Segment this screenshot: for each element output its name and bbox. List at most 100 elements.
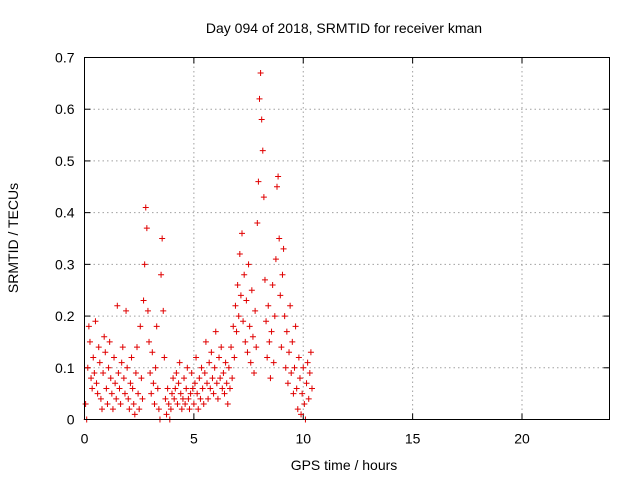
data-point — [128, 354, 135, 361]
data-point — [254, 219, 261, 226]
data-point — [287, 302, 294, 309]
grid-lines — [84, 57, 610, 420]
data-point — [201, 369, 208, 376]
data-point — [272, 256, 279, 263]
data-point — [263, 318, 270, 325]
data-point — [293, 385, 300, 392]
y-tick-label: 0.7 — [55, 50, 75, 66]
data-point — [96, 359, 103, 366]
data-point — [275, 173, 282, 180]
data-point — [97, 395, 104, 402]
data-point — [179, 395, 186, 402]
data-point — [265, 302, 272, 309]
data-point — [150, 380, 157, 387]
data-point — [216, 354, 223, 361]
data-point — [239, 230, 245, 237]
data-point — [244, 349, 251, 356]
data-point — [281, 313, 288, 320]
data-point — [300, 364, 307, 371]
data-point — [234, 282, 241, 289]
data-point — [176, 359, 183, 366]
data-point — [198, 364, 205, 371]
data-point — [204, 380, 210, 387]
data-point — [257, 70, 264, 77]
data-point — [191, 380, 198, 387]
data-point — [118, 359, 125, 366]
data-point — [213, 380, 220, 387]
data-point — [140, 297, 147, 304]
data-point — [119, 344, 126, 351]
data-point — [136, 406, 143, 413]
data-point — [301, 400, 308, 407]
data-point — [187, 390, 194, 397]
data-point — [113, 395, 120, 402]
data-point — [307, 349, 314, 356]
data-point — [278, 344, 285, 351]
data-point — [172, 385, 179, 392]
data-point — [271, 313, 278, 320]
data-point — [277, 292, 284, 299]
y-tick-label: 0.4 — [55, 205, 75, 221]
data-point — [251, 369, 258, 376]
data-point — [162, 395, 169, 402]
data-point — [304, 359, 311, 366]
data-point — [223, 380, 230, 387]
data-point — [149, 349, 156, 356]
data-point — [154, 385, 161, 392]
data-point — [105, 364, 112, 371]
data-point — [89, 385, 96, 392]
data-point — [247, 359, 254, 366]
data-point — [124, 364, 131, 371]
data-point — [309, 385, 315, 392]
data-point — [197, 395, 204, 402]
data-point — [188, 369, 195, 376]
data-point — [214, 395, 221, 402]
y-tick-label: 0.2 — [55, 308, 75, 324]
data-point — [253, 344, 260, 351]
data-point — [194, 390, 201, 397]
data-point — [177, 390, 184, 397]
data-point — [295, 354, 302, 361]
data-point — [121, 390, 128, 397]
data-point — [125, 395, 132, 402]
data-point — [99, 406, 105, 413]
data-point — [111, 354, 118, 361]
data-point — [104, 400, 111, 407]
data-point — [84, 364, 91, 371]
data-point — [82, 400, 89, 407]
data-point — [208, 349, 215, 356]
data-point — [90, 354, 97, 361]
data-point — [126, 406, 133, 413]
data-point — [226, 385, 233, 392]
data-point — [305, 395, 312, 402]
x-tick-label: 20 — [514, 431, 530, 447]
data-point — [127, 380, 134, 387]
data-point — [93, 380, 100, 387]
data-point — [243, 297, 250, 304]
data-point — [123, 307, 130, 314]
data-point — [103, 385, 110, 392]
data-point — [279, 271, 286, 278]
data-point — [143, 225, 150, 232]
data-point — [258, 116, 265, 123]
data-point — [94, 390, 101, 397]
data-point — [91, 369, 98, 376]
data-point — [184, 364, 191, 371]
data-point — [151, 400, 158, 407]
data-point — [195, 406, 202, 413]
data-point — [134, 344, 140, 351]
data-point — [146, 338, 153, 345]
data-point — [284, 380, 291, 387]
data-point — [282, 364, 289, 371]
data-point — [292, 323, 299, 330]
data-point — [256, 95, 263, 102]
data-point — [85, 323, 92, 330]
data-point — [269, 282, 276, 289]
x-tick-label: 0 — [81, 431, 89, 447]
data-point — [224, 400, 231, 407]
data-point — [306, 369, 313, 376]
data-point — [132, 369, 139, 376]
data-point — [86, 338, 93, 345]
data-point — [161, 354, 168, 361]
data-point — [303, 380, 310, 387]
